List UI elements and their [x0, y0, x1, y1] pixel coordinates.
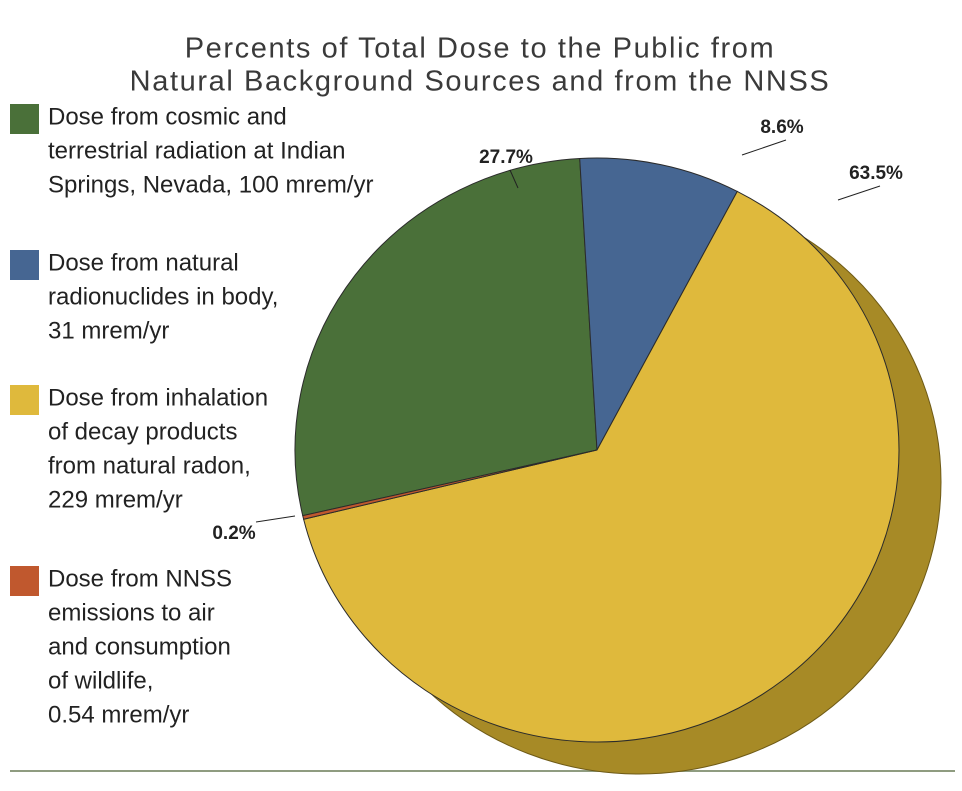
- legend-label: terrestrial radiation at Indian: [48, 137, 346, 164]
- leader-line: [837, 185, 881, 201]
- leader-line: [509, 169, 519, 189]
- legend-label: of wildlife,: [48, 667, 153, 694]
- legend-swatch: [10, 385, 39, 415]
- pie-slice: [302, 449, 598, 520]
- legend-label: Dose from natural: [48, 249, 239, 276]
- chart-title: Natural Background Sources and from the …: [130, 66, 831, 98]
- pie-slice: [303, 190, 900, 743]
- legend-swatch: [10, 566, 39, 596]
- value-label: 0.2%: [212, 523, 255, 544]
- legend-label: Dose from NNSS: [48, 565, 232, 592]
- legend-label: radionuclides in body,: [48, 283, 278, 310]
- legend-label: 0.54 mrem/yr: [48, 701, 189, 728]
- value-label: 27.7%: [479, 147, 533, 168]
- value-label: 63.5%: [849, 163, 903, 184]
- legend-label: 229 mrem/yr: [48, 486, 183, 513]
- legend-label: Dose from inhalation: [48, 384, 268, 411]
- pie-slice: [294, 157, 598, 517]
- leader-line: [741, 139, 787, 156]
- legend-label: Springs, Nevada, 100 mrem/yr: [48, 171, 373, 198]
- legend-label: of decay products: [48, 418, 237, 445]
- legend-label: from natural radon,: [48, 452, 251, 479]
- value-label: 8.6%: [760, 117, 803, 138]
- legend-swatch: [10, 104, 39, 134]
- pie-slice: [579, 157, 738, 452]
- leader-line: [255, 515, 296, 523]
- legend-label: 31 mrem/yr: [48, 317, 169, 344]
- legend-label: Dose from cosmic and: [48, 103, 287, 130]
- legend-label: and consumption: [48, 633, 231, 660]
- legend-label: emissions to air: [48, 599, 215, 626]
- legend-swatch: [10, 250, 39, 280]
- chart-title: Percents of Total Dose to the Public fro…: [185, 33, 776, 65]
